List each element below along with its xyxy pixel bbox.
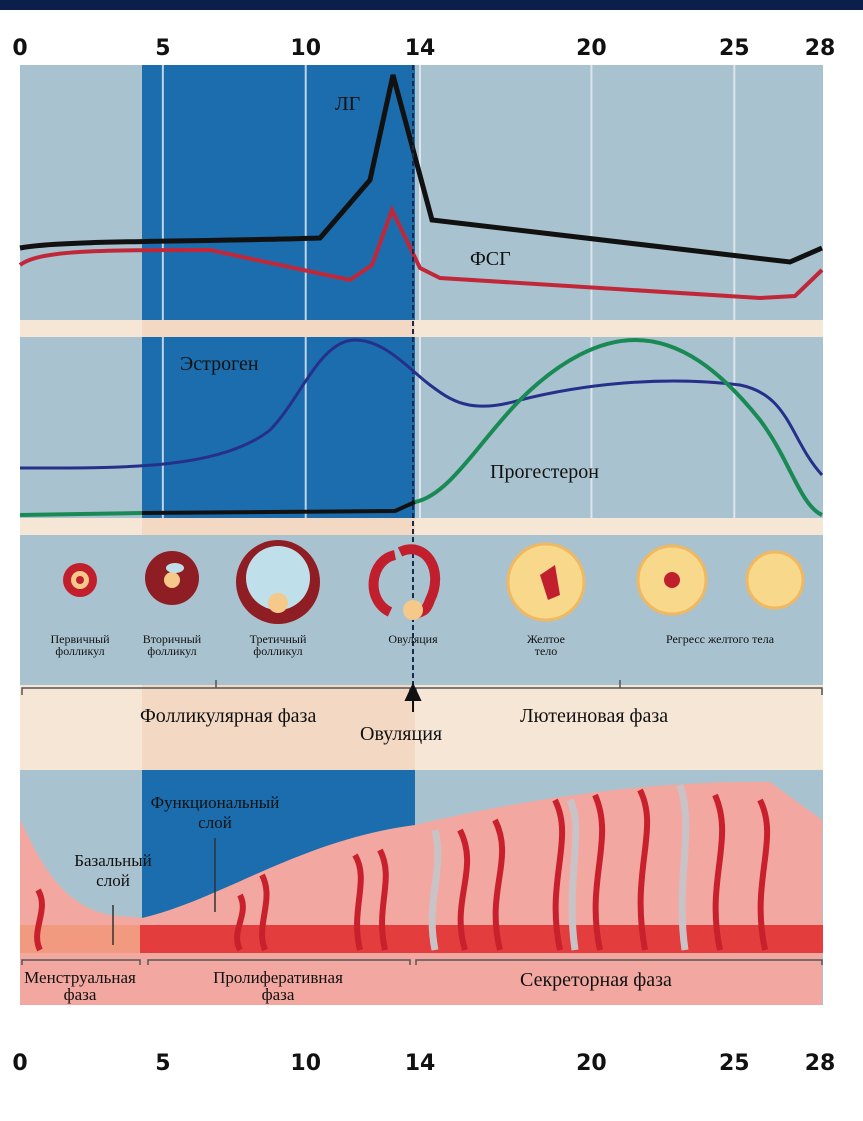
day-label-bottom: 20 <box>576 1051 607 1076</box>
follicular-phase-label: Фолликулярная фаза <box>140 705 316 727</box>
proliferative-phase-label-line: фаза <box>262 985 295 1004</box>
basal-layer-label-line: слой <box>96 871 130 890</box>
follicle-label: Третичный фолликул <box>250 632 307 658</box>
follicle-label: Регресс желтого тела <box>666 632 775 646</box>
estrogen-label: Эстроген <box>180 353 259 375</box>
follicle-label: Вторичный фолликул <box>143 632 202 658</box>
day-label-bottom: 28 <box>805 1051 836 1076</box>
glands <box>428 783 690 951</box>
proliferative-phase-label: Пролиферативная фаза <box>213 968 343 1004</box>
follicle-label-line: тело <box>535 644 558 658</box>
follicle-label-line: Овуляция <box>388 632 438 646</box>
corpus-luteum-core <box>664 572 680 588</box>
basal-layer-band <box>20 925 823 953</box>
progesterone-curve <box>414 337 823 517</box>
estrogen-curve <box>19 338 824 477</box>
progesterone-curve <box>19 511 143 517</box>
secretory-phase-label: Секреторная фаза <box>520 969 672 991</box>
follicle-label-line: Третичный <box>250 632 307 646</box>
day-label-top: 0 <box>12 36 27 61</box>
oocyte-core <box>76 576 84 584</box>
labels: ЛГ ФСГ Эстроген Прогестерон Фолликулярна… <box>12 36 835 1076</box>
corpus-luteum-core <box>540 565 560 600</box>
menstrual-phase-label: Менструальная фаза <box>24 968 136 1004</box>
follicular-band <box>142 337 415 518</box>
day-label-top: 20 <box>576 36 607 61</box>
follicle-label-line: Первичный <box>50 632 110 646</box>
day-label-top: 28 <box>805 36 836 61</box>
day-label-top: 10 <box>290 36 321 61</box>
follicle-label: Первичный фолликул <box>50 632 110 658</box>
layer-pointers <box>112 838 216 945</box>
functional-layer-label-line: Функциональный <box>151 793 280 812</box>
lh-label: ЛГ <box>335 93 360 115</box>
day-label-bottom: 10 <box>290 1051 321 1076</box>
luteal-phase-label: Лютеиновая фаза <box>520 705 668 727</box>
panel-hormones <box>20 65 823 320</box>
fsh-label: ФСГ <box>470 248 511 270</box>
basal-layer-label: Базальный слой <box>74 851 152 890</box>
lh-curve <box>19 74 824 265</box>
follicle-icons <box>63 540 805 624</box>
follicle-label-line: фолликул <box>55 644 104 658</box>
functional-layer-label-line: слой <box>198 813 232 832</box>
phase-braces <box>21 680 823 695</box>
proliferative-phase-label-line: Пролиферативная <box>213 968 343 987</box>
follicular-band <box>142 65 415 320</box>
fsh-curve <box>18 204 824 301</box>
uterine-phase-braces <box>21 959 823 965</box>
progesterone-curve-follicular <box>141 500 416 515</box>
top-bar <box>0 0 863 10</box>
antrum <box>166 563 184 573</box>
follicle-label-line: Регресс желтого тела <box>666 632 775 646</box>
follicle-label-line: фолликул <box>147 644 196 658</box>
follicle-label: Желтое тело <box>527 632 565 658</box>
day-label-bottom: 14 <box>405 1051 436 1076</box>
ovulation-label: Овуляция <box>360 723 442 745</box>
follicle-label-line: Желтое <box>527 632 565 646</box>
day-gridlines <box>161 65 736 518</box>
spiral-arteries <box>34 788 771 952</box>
corpus-albicans <box>745 550 805 610</box>
basal-layer-label-line: Базальный <box>74 851 152 870</box>
follicle-label-line: фолликул <box>253 644 302 658</box>
follicle-label-line: Вторичный <box>143 632 202 646</box>
day-label-top: 14 <box>405 36 436 61</box>
day-label-top: 25 <box>719 36 750 61</box>
day-label-bottom: 5 <box>155 1051 170 1076</box>
menstrual-phase-label-line: Менструальная <box>24 968 136 987</box>
oocyte <box>268 593 288 613</box>
menstrual-phase-label-line: фаза <box>64 985 97 1004</box>
day-label-bottom: 25 <box>719 1051 750 1076</box>
ovulation-arrow <box>404 682 422 712</box>
oocyte <box>164 572 180 588</box>
functional-layer-label: Функциональный слой <box>151 793 280 832</box>
progesterone-label: Прогестерон <box>490 461 599 483</box>
day-label-bottom: 0 <box>12 1051 27 1076</box>
antrum <box>246 546 310 610</box>
day-label-top: 5 <box>155 36 170 61</box>
follicle-label: Овуляция <box>388 632 438 646</box>
released-oocyte <box>403 600 423 620</box>
